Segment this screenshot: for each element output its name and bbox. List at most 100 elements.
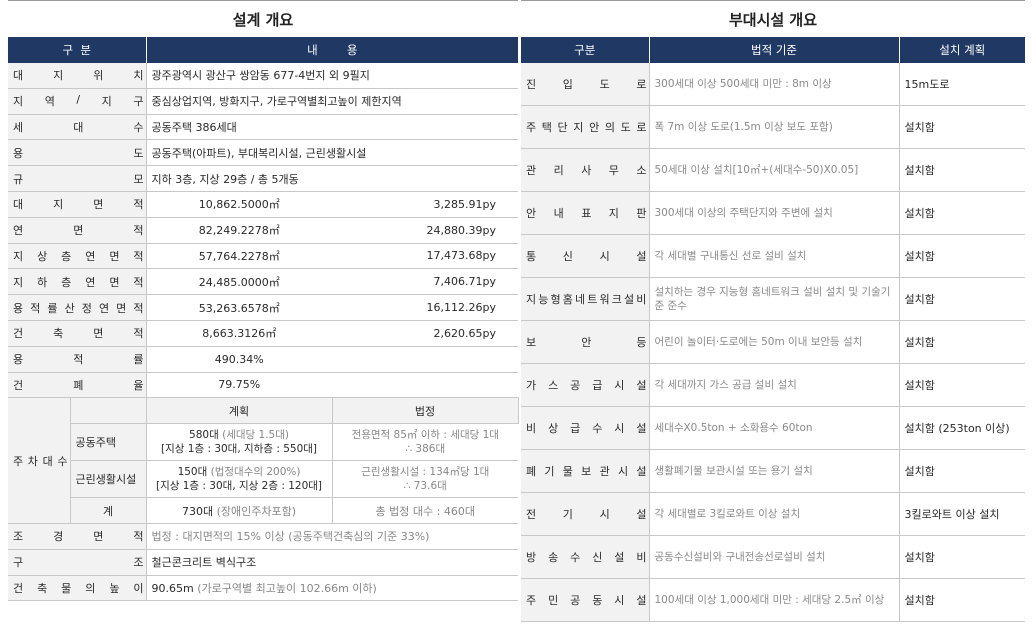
table-row: 구 조 철근콘크리트 벽식구조 [8, 549, 519, 576]
install-plan: 3킬로와트 이상 설치 [899, 492, 1025, 536]
legal-standard: 생활폐기물 보관시설 또는 용기 설치 [649, 449, 900, 493]
install-plan: 설치함 [899, 320, 1025, 364]
table-row: 규 모 지하 3층, 지상 29층 / 총 5개동 [8, 165, 519, 192]
table-row: 대 지 면 적 10,862.5000㎡ 3,285.91py [8, 191, 519, 218]
area-m2-value: 53,263.6578㎡ [146, 294, 333, 321]
col-header-content: 내 용 [145, 37, 519, 63]
install-plan: 설치함 (253ton 이상) [899, 406, 1025, 450]
parking-plan-line: 580대 (세대당 1.5대) [152, 428, 327, 442]
facility-overview-title: 부대시설 개요 [521, 0, 1025, 37]
row-value: 90.65m (가로구역별 최고높이 102.66m 이하) [146, 575, 519, 602]
install-plan: 설치함 [899, 578, 1025, 622]
table-row: 건 축 물 의 높 이 90.65m (가로구역별 최고높이 102.66m 이하) [8, 575, 519, 602]
design-overview-panel: 설계 개요 구 분 내 용 대 지 위 치 광주광역시 광산구 쌍암동 677-4번지 … [8, 0, 519, 602]
col-header-install-plan: 설치 계획 [898, 37, 1025, 63]
facility-row: 폐 기 물 보 관 시 설 생활폐기물 보관시설 또는 용기 설치 설치함 [521, 449, 1025, 493]
parking-total-row: 계 730대 (장애인주차포함) 총 법정 대수 : 460대 [8, 497, 519, 524]
parking-plan-count: 150대 [177, 466, 211, 479]
parking-law-line: 전용면적 85㎡ 이하 : 세대당 1대 [351, 429, 499, 442]
row-value: 공동주택(아파트), 부대복리시설, 근린생활시설 [146, 139, 519, 167]
parking-total-plan: 730대 (장애인주차포함) [146, 497, 333, 524]
parking-col-law: 법정 [332, 397, 519, 425]
area-m2-value: 82,249.2278㎡ [146, 217, 333, 244]
ratio-value: 490.34% [146, 346, 333, 373]
col-header-category: 구 분 [8, 37, 147, 63]
parking-plan: 580대 (세대당 1.5대) [지상 1층 : 30대, 지하층 : 550대] [146, 423, 333, 462]
parking-plan-detail: [지상 1층 : 30대, 지하층 : 550대] [161, 443, 318, 456]
table-row: 건 축 면 적 8,663.3126㎡ 2,620.65py [8, 320, 519, 347]
parking-law: 근린생활시설 : 134㎡당 1대 ∴ 73.6대 [332, 460, 519, 499]
col-header-legal-standard: 법적 기준 [648, 37, 899, 63]
legal-standard: 각 세대별 구내통신 선로 설비 설치 [649, 234, 900, 278]
area-m2-value: 8,663.3126㎡ [146, 320, 333, 347]
legal-standard: 100세대 이상 1,000세대 미만 : 세대당 2.5㎡ 이상 [649, 578, 900, 622]
parking-total-count: 730대 [181, 504, 217, 518]
legal-standard: 각 세대까지 가스 공급 설비 설치 [649, 363, 900, 407]
parking-law-result: ∴ 73.6대 [403, 480, 447, 493]
area-py-value: 3,285.91py [332, 191, 519, 218]
parking-plan-note: (법정대수의 200%) [210, 466, 301, 479]
parking-blank [70, 397, 147, 425]
table-row: 연 면 적 82,249.2278㎡ 24,880.39py [8, 217, 519, 244]
install-plan: 설치함 [899, 234, 1025, 278]
install-plan: 15m도로 [899, 63, 1025, 106]
legal-standard: 300세대 이상의 주택단지와 주변에 설치 [649, 191, 900, 235]
parking-plan-count: 580대 [189, 429, 223, 442]
facility-row: 관 리 사 무 소 50세대 이상 설치[10㎡+(세대수-50)X0.05] 설치함 [521, 148, 1025, 192]
parking-retail-row: 근린생활시설 150대 (법정대수의 200%) [지상 1층 : 30대, 지상 … [8, 460, 519, 499]
table-row: 지 하 층 연 면 적 24,485.0000㎡ 7,406.71py [8, 268, 519, 296]
install-plan: 설치함 [899, 191, 1025, 235]
parking-law: 전용면적 85㎡ 이하 : 세대당 1대 ∴ 386대 [332, 423, 519, 462]
row-label: 지 역 / 지 구 [8, 88, 147, 115]
parking-header-row: 주 차 대 수 계획 법정 [8, 397, 519, 524]
legal-standard: 설치하는 경우 지능형 홈네트워크 설비 설치 및 기술기준 준수 [649, 277, 900, 321]
area-py-value: 2,620.65py [332, 320, 519, 347]
area-m2-value: 10,862.5000㎡ [146, 191, 333, 218]
row-label-text: 지 역 / 지 구 [13, 93, 144, 109]
install-plan: 설치함 [899, 105, 1025, 149]
legal-standard: 50세대 이상 설치[10㎡+(세대수-50)X0.05] [649, 148, 900, 192]
legal-standard: 300세대 이상 500세대 미만 : 8m 이상 [649, 63, 900, 106]
row-value: 철근콘크리트 벽식구조 [146, 549, 519, 576]
legal-standard: 어린이 놀이터·도로에는 50m 이내 보안등 설치 [649, 320, 900, 364]
parking-type: 공동주택 [70, 423, 147, 462]
table-row: 용 적 률 490.34% [8, 346, 519, 373]
table-row: 세 대 수 공동주택 386세대 [8, 114, 519, 141]
install-plan: 설치함 [899, 277, 1025, 321]
legal-standard: 폭 7m 이상 도로(1.5m 이상 보도 포함) [649, 105, 900, 149]
row-value-note: 법정 : 대지면적의 15% 이상 (공동주택건축심의 기준 33%) [151, 530, 430, 544]
col-header-item: 구분 [521, 37, 649, 63]
